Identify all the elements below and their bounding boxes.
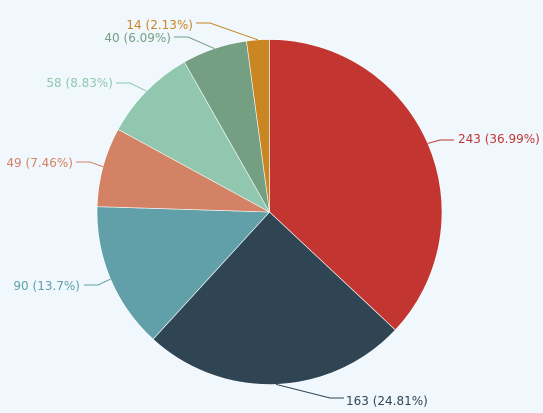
slice-label: 58 (8.83%) [46,76,113,90]
label-leader-line [76,161,104,168]
pie-slice[interactable] [96,206,271,340]
label-leader-line [84,278,111,286]
pie-slice[interactable] [152,211,396,385]
pie-slice[interactable] [117,61,271,213]
slice-label: 163 (24.81%) [346,394,428,408]
label-leader-line [116,82,147,92]
slice-label: 40 (6.09%) [104,31,171,45]
label-leader-line [427,139,454,144]
slice-label: 14 (2.13%) [126,18,193,32]
slice-label: 90 (13.7%) [13,279,80,293]
label-leader-line [196,22,259,41]
slice-label: 49 (7.46%) [6,156,73,170]
pie-slice[interactable] [269,39,443,331]
label-leader-line [174,36,215,49]
label-leader-line [275,383,344,399]
slice-label: 243 (36.99%) [458,132,540,146]
